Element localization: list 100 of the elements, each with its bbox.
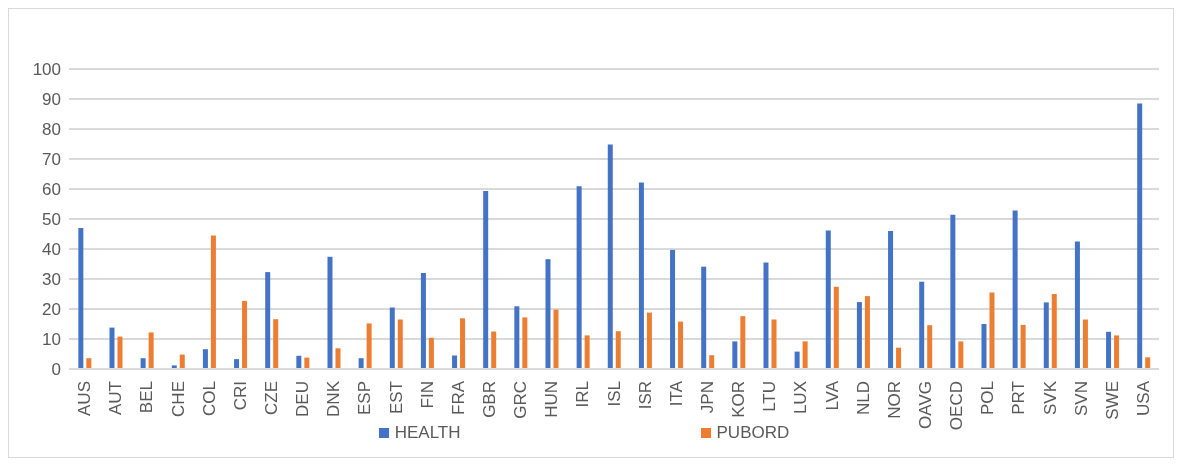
bar <box>483 191 489 369</box>
bar <box>958 341 964 369</box>
bar <box>242 300 248 369</box>
bar <box>265 272 271 369</box>
x-tick-label: KOR <box>729 381 749 418</box>
bar <box>763 262 769 369</box>
bar <box>514 306 520 369</box>
x-tick-label: ITA <box>666 380 686 407</box>
x-tick-label: LVA <box>822 380 842 411</box>
bar <box>576 186 582 369</box>
bar <box>1012 210 1018 369</box>
x-tick-label: PRT <box>1009 381 1029 415</box>
bar <box>1145 357 1151 369</box>
x-tick-label: JPN <box>697 381 717 414</box>
x-tick-label: OECD <box>947 381 967 431</box>
x-tick-label: CRI <box>230 381 250 411</box>
x-tick-label: SVN <box>1071 381 1091 416</box>
bar <box>950 214 956 369</box>
bar <box>740 316 746 369</box>
legend-label: HEALTH <box>393 423 461 443</box>
x-tick-label: ESP <box>355 381 375 416</box>
x-tick-label: LTU <box>760 381 780 412</box>
x-tick-label: HUN <box>542 381 562 418</box>
y-tick-label: 20 <box>42 300 61 320</box>
x-tick-label: USA <box>1133 380 1153 416</box>
y-tick-label: 100 <box>32 60 61 80</box>
bar <box>460 318 466 369</box>
bar <box>646 312 652 369</box>
bar <box>78 228 84 369</box>
bar <box>1051 294 1057 369</box>
bar <box>802 341 808 369</box>
y-tick-label: 10 <box>42 330 61 350</box>
bar <box>202 349 208 369</box>
bar <box>545 259 551 369</box>
x-tick-label: OAVG <box>915 381 935 429</box>
x-tick-label: NLD <box>853 381 873 416</box>
bar <box>140 358 146 369</box>
bar <box>607 144 613 369</box>
bar <box>771 319 777 369</box>
x-tick-label: CZE <box>261 381 281 415</box>
x-tick-label: AUS <box>75 381 95 416</box>
bar <box>234 359 240 369</box>
bar <box>397 319 403 369</box>
bar <box>1114 335 1120 369</box>
bar <box>919 281 925 369</box>
x-tick-label: NOR <box>884 381 904 419</box>
legend-label: PUBORD <box>715 423 790 443</box>
y-tick-label: 30 <box>42 270 61 290</box>
bar <box>833 286 839 369</box>
bar <box>584 335 590 369</box>
bar <box>86 358 92 369</box>
bar <box>210 235 216 369</box>
x-tick-label: ISR <box>635 381 655 410</box>
x-tick-label: IRL <box>573 381 593 408</box>
bar <box>638 182 644 369</box>
x-tick-label: EST <box>386 381 406 415</box>
x-tick-label: GBR <box>479 381 499 418</box>
y-tick-label: 40 <box>42 240 61 260</box>
y-tick-label: 90 <box>42 90 61 110</box>
bar <box>273 319 279 369</box>
x-tick-label: POL <box>978 381 998 416</box>
bar <box>794 351 800 369</box>
bar <box>296 355 302 369</box>
bar <box>389 307 395 369</box>
bar <box>366 323 372 369</box>
bar <box>522 317 528 369</box>
x-tick-label: DEU <box>293 381 313 417</box>
bar <box>989 292 995 369</box>
bar <box>701 266 707 369</box>
y-tick-label: 80 <box>42 120 61 140</box>
x-tick-label: GRC <box>511 381 531 419</box>
x-tick-label: CHE <box>168 381 188 417</box>
bar <box>670 249 676 369</box>
bar <box>825 230 831 369</box>
bar <box>1043 302 1049 369</box>
x-tick-label: FRA <box>448 380 468 415</box>
x-tick-label: ISL <box>604 381 624 407</box>
bar <box>864 296 870 369</box>
y-tick-label: 50 <box>42 210 61 230</box>
bar <box>428 337 434 369</box>
bar <box>1137 103 1143 369</box>
x-tick-label: FIN <box>417 381 437 409</box>
bar <box>148 332 154 369</box>
bar <box>553 309 559 369</box>
x-tick-label: SWE <box>1102 381 1122 420</box>
x-tick-label: COL <box>199 381 219 416</box>
bar <box>981 324 987 369</box>
bar <box>327 256 333 369</box>
x-tick-label: DNK <box>324 380 344 417</box>
bar <box>615 331 621 369</box>
bar <box>179 354 185 369</box>
bar <box>1020 324 1026 369</box>
bar <box>117 336 123 369</box>
bar <box>109 327 115 369</box>
bar <box>1106 331 1112 369</box>
x-tick-label: LUX <box>791 381 811 415</box>
bar <box>420 273 426 369</box>
x-tick-label: AUT <box>106 381 126 415</box>
bar <box>732 341 738 369</box>
bar <box>856 302 862 369</box>
